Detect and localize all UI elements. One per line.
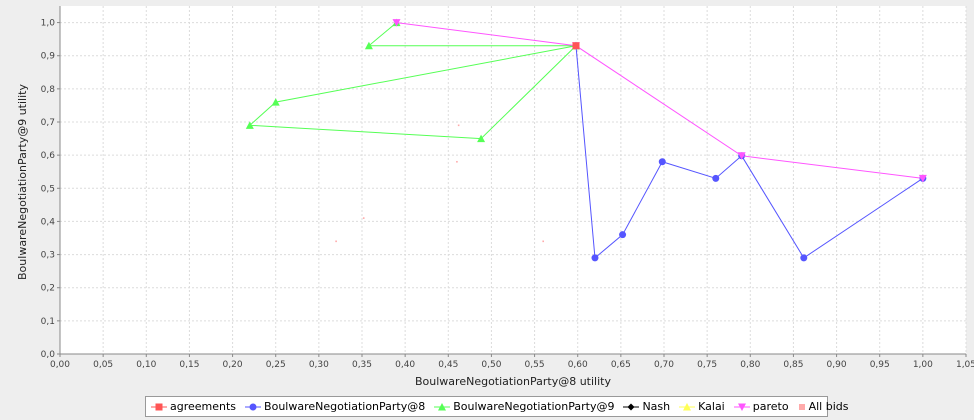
boulwarenegotiationparty-9-point — [477, 134, 486, 143]
y-tick-label: 0,7 — [41, 118, 55, 128]
y-tick-label: 0,0 — [41, 350, 56, 360]
y-tick-label: 1,0 — [41, 19, 56, 29]
legend-item-agreements: agreements — [150, 400, 236, 413]
legend-swatch-all-bids — [798, 403, 805, 410]
x-axis-title: BoulwareNegotiationParty@8 utility — [415, 375, 611, 388]
legend-label: Kalai — [698, 400, 725, 413]
legend: agreements BoulwareNegotiationParty@8 Boul… — [145, 396, 848, 417]
all-bids-point — [542, 240, 544, 243]
x-tick-label: 0,00 — [50, 360, 70, 370]
x-tick-label: 0,80 — [740, 360, 760, 370]
x-tick-label: 0,65 — [611, 360, 631, 370]
y-tick-label: 0,4 — [41, 217, 56, 227]
x-tick-label: 0,25 — [266, 360, 286, 370]
legend-swatch-boulwarenegotiationparty-8 — [245, 403, 262, 410]
y-tick-label: 0,6 — [41, 151, 56, 161]
x-tick-label: 0,75 — [697, 360, 717, 370]
x-tick-label: 0,90 — [827, 360, 847, 370]
x-tick-label: 0,05 — [93, 360, 113, 370]
grid — [59, 6, 967, 355]
boulwarenegotiationparty-9-point — [271, 98, 280, 106]
boulwarenegotiationparty-9-point — [245, 121, 254, 129]
x-tick-label: 0,10 — [136, 360, 156, 370]
x-tick-label: 1,05 — [956, 360, 974, 370]
chart: 0,00 0,05 0,10 0,15 0,20 0,25 0,30 0,35 0,40 0,45… — [16, 6, 974, 388]
x-tick-label: 0,55 — [525, 360, 545, 370]
legend-item-pareto: pareto — [733, 400, 789, 413]
series-layer — [245, 18, 927, 262]
legend-item-all-bids: All bids — [797, 400, 849, 413]
x-tick-label: 0,95 — [870, 360, 890, 370]
x-tick-label: 0,85 — [783, 360, 803, 370]
y-tick-label: 0,8 — [41, 85, 56, 95]
legend-swatch-nash — [623, 403, 640, 410]
x-tick-label: 0,20 — [223, 360, 243, 370]
y-tick-label: 0,3 — [41, 251, 55, 261]
legend-label: BoulwareNegotiationParty@9 — [453, 400, 615, 413]
legend-label: All bids — [808, 400, 849, 413]
legend-swatch-kalai — [679, 402, 696, 410]
y-tick-label: 0,2 — [41, 284, 55, 294]
legend-swatch-boulwarenegotiationparty-9 — [434, 402, 451, 410]
legend-label: agreements — [170, 400, 237, 413]
legend-label: pareto — [752, 400, 789, 413]
pareto-point — [737, 152, 746, 160]
legend-swatch-pareto — [733, 403, 750, 411]
legend-item-boulwarenegotiationparty-9: BoulwareNegotiationParty@9 — [433, 400, 614, 413]
all-bids-point — [456, 160, 458, 163]
plot-area — [60, 6, 966, 354]
pareto-line — [396, 22, 923, 179]
legend-item-nash: Nash — [622, 400, 670, 413]
series-agreements — [572, 42, 580, 50]
legend-label: BoulwareNegotiationParty@8 — [264, 400, 426, 413]
pareto-point — [918, 174, 927, 183]
boulwarenegotiationparty-8-line — [575, 45, 924, 259]
x-tick-label: 0,70 — [654, 360, 674, 370]
boulwarenegotiationparty-8-point — [800, 254, 808, 262]
all-bids-point — [335, 240, 337, 243]
x-tick-label: 1,00 — [913, 360, 933, 370]
boulwarenegotiationparty-9-point — [364, 41, 373, 50]
y-tick-label: 0,1 — [41, 317, 55, 327]
axes: 0,00 0,05 0,10 0,15 0,20 0,25 0,30 0,35 0,40 0,45… — [41, 6, 974, 370]
boulwarenegotiationparty-8-point — [619, 231, 627, 239]
x-tick-label: 0,15 — [179, 360, 199, 370]
y-tick-label: 0,9 — [41, 52, 56, 62]
x-tick-label: 0,30 — [309, 360, 329, 370]
x-tick-label: 0,50 — [481, 360, 501, 370]
legend-item-kalai: Kalai — [678, 400, 725, 413]
y-axis-title: BoulwareNegotiationParty@9 utility — [16, 84, 29, 280]
legend-label: Nash — [642, 400, 671, 413]
legend-swatch-agreements — [151, 403, 167, 410]
x-tick-label: 0,45 — [438, 360, 458, 370]
all-bids-point — [362, 217, 365, 219]
agreements-point — [572, 42, 580, 50]
y-tick-label: 0,5 — [41, 184, 55, 194]
x-tick-label: 0,60 — [568, 360, 588, 370]
x-tick-label: 0,40 — [395, 360, 415, 370]
all-bids-point — [457, 124, 460, 127]
boulwarenegotiationparty-8-point — [658, 158, 666, 166]
boulwarenegotiationparty-8-point — [712, 174, 720, 182]
pareto-point — [392, 19, 401, 27]
legend-item-boulwarenegotiationparty-8: BoulwareNegotiationParty@8 — [244, 400, 425, 413]
boulwarenegotiationparty-8-point — [591, 254, 599, 262]
x-tick-label: 0,35 — [352, 360, 372, 370]
